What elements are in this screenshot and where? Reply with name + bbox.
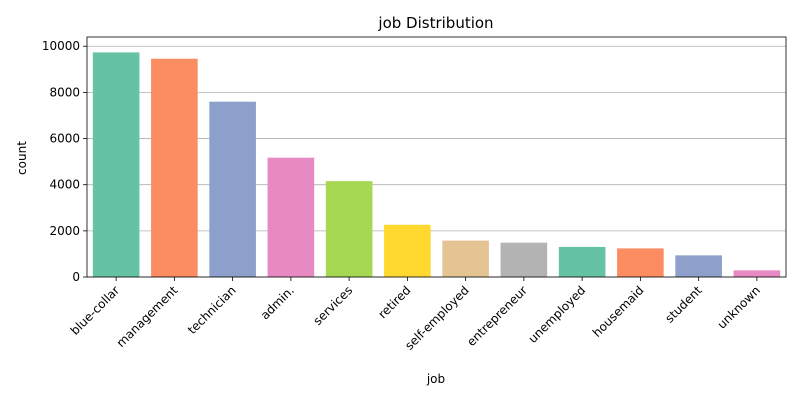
bar-technician: [209, 101, 256, 277]
y-tick-label: 4000: [49, 178, 80, 192]
bar-housemaid: [617, 248, 664, 277]
bar-self-employed: [442, 240, 489, 277]
bars: [92, 52, 781, 277]
y-tick-label: 8000: [49, 85, 80, 99]
bar-student: [675, 255, 722, 277]
y-tick-label: 10000: [42, 39, 80, 53]
x-tick-label: admin.: [258, 283, 297, 322]
x-tick-label: student: [662, 283, 705, 326]
axes: [86, 36, 787, 278]
bar-blue-collar: [92, 52, 140, 277]
bar-unknown: [733, 270, 781, 277]
x-tick-label: management: [114, 283, 181, 350]
chart-title: job Distribution: [377, 14, 493, 32]
x-tick-label: unemployed: [526, 283, 589, 346]
x-tick-label: services: [311, 283, 356, 328]
y-axis-label: count: [15, 141, 29, 175]
bar-services: [325, 181, 373, 277]
bar-unemployed: [558, 246, 606, 277]
x-tick-label: housemaid: [590, 283, 647, 340]
y-tick-label: 6000: [49, 132, 80, 146]
bar-entrepreneur: [500, 242, 548, 277]
y-ticks: 0 2000 4000 6000 8000 10000: [42, 39, 87, 284]
x-tick-label: technician: [185, 283, 239, 337]
bar-management: [151, 58, 198, 277]
y-tick-label: 2000: [49, 224, 80, 238]
x-tick-label: blue-collar: [68, 283, 123, 338]
x-axis-label: job: [426, 372, 445, 386]
bar-admin: [267, 157, 315, 277]
x-tick-label: entrepreneur: [464, 283, 530, 349]
x-tick-label: retired: [375, 283, 413, 321]
bar-retired: [384, 224, 431, 277]
y-tick-label: 0: [72, 270, 80, 284]
x-tick-label: unknown: [715, 283, 763, 331]
plot-frame: [86, 36, 787, 278]
